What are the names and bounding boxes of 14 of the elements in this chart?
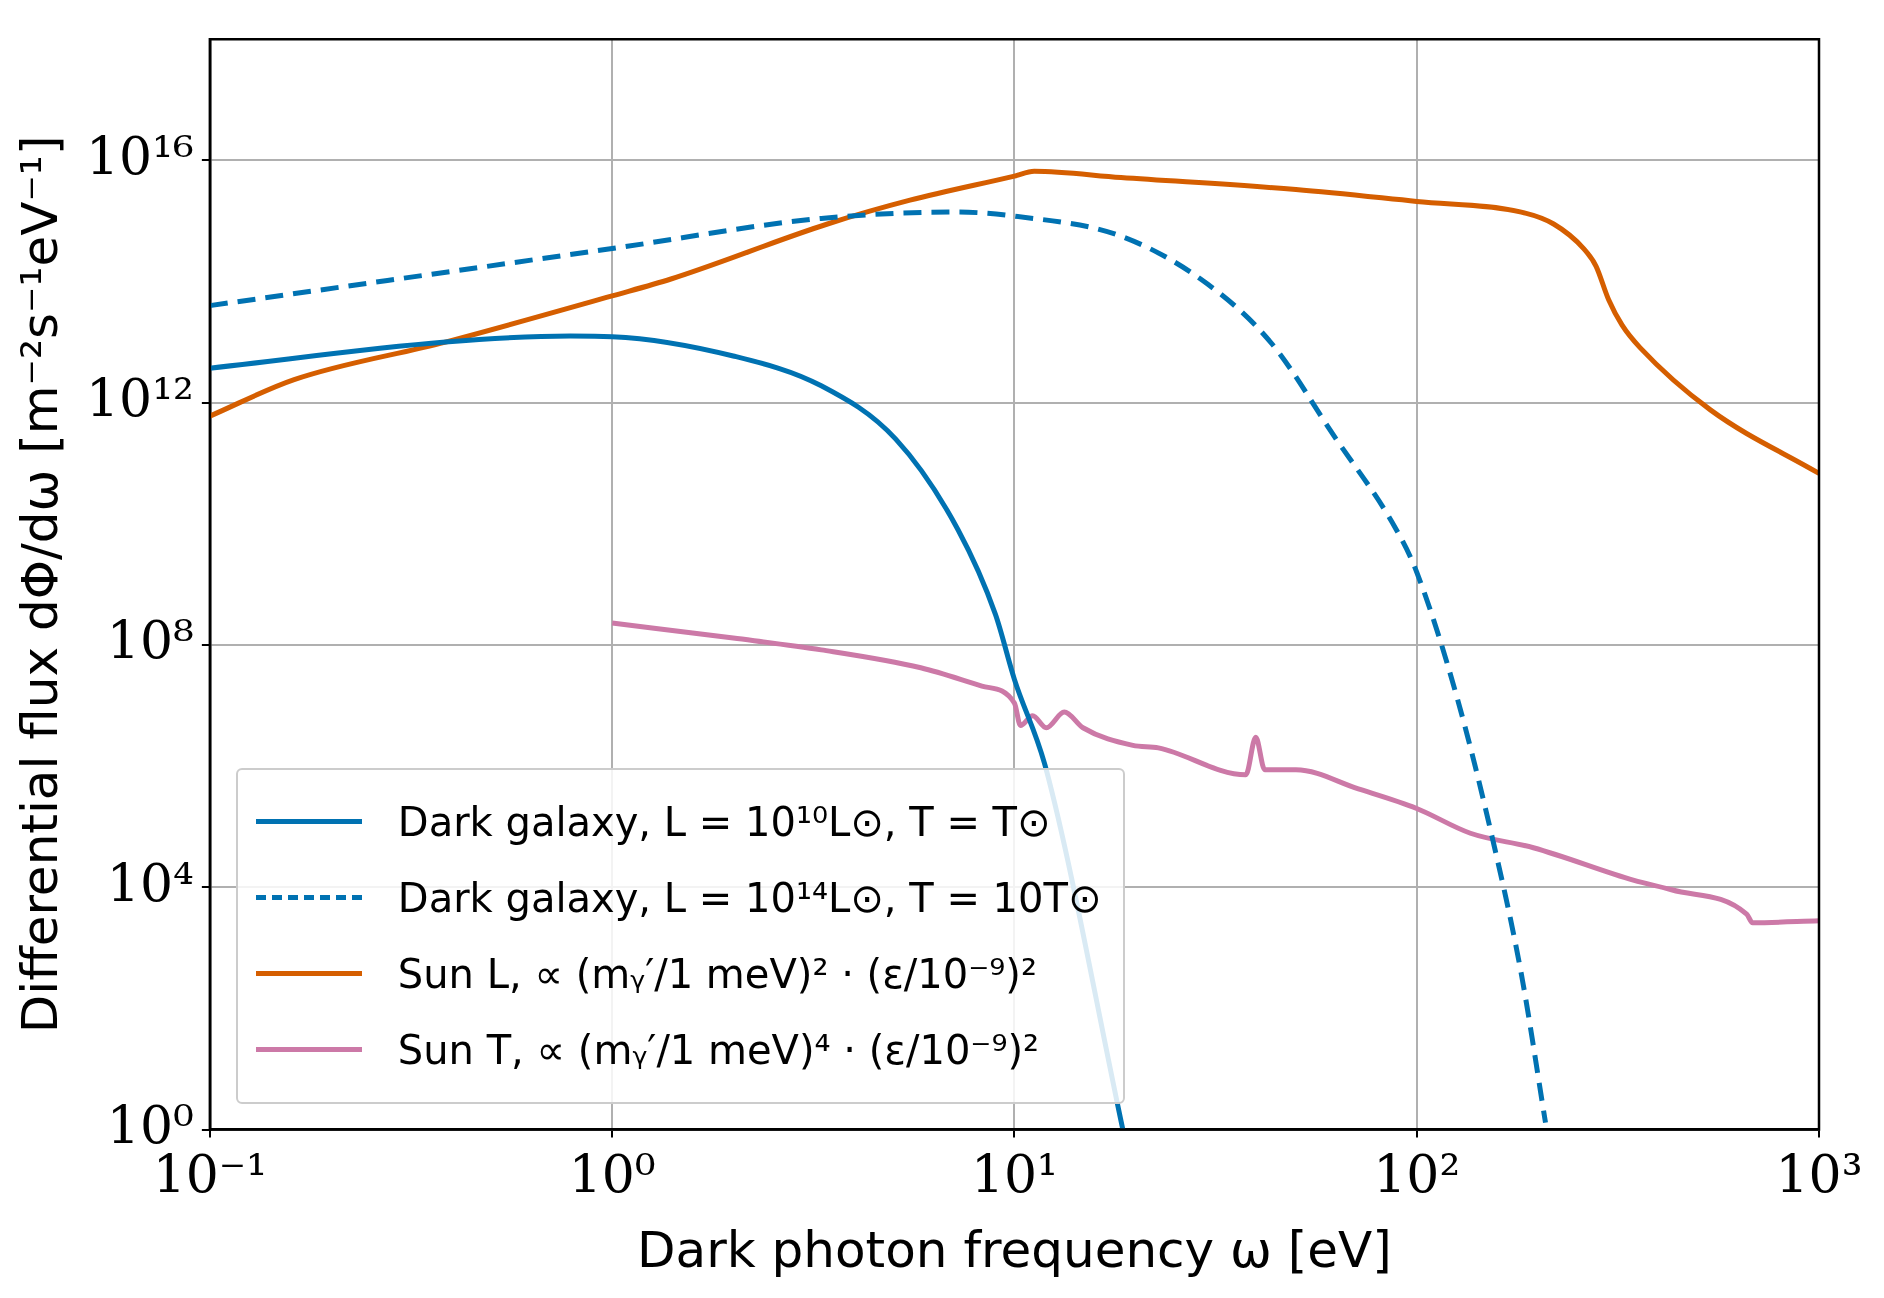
legend-label: Sun L, ∝ (mᵧ′/1 meV)² · (ε/10⁻⁹)² <box>397 950 1037 997</box>
x-tick-label: 10² <box>1373 1144 1461 1205</box>
y-axis-title: Differential flux dΦ/dω [m⁻²s⁻¹eV⁻¹] <box>10 135 69 1034</box>
legend-label: Dark galaxy, L = 10¹⁰L⊙, T = T⊙ <box>397 798 1051 845</box>
x-axis-title: Dark photon frequency ω [eV] <box>637 1220 1392 1279</box>
y-tick-label: 10⁸ <box>106 610 194 671</box>
y-tick-label: 10¹² <box>86 368 194 429</box>
y-tick-label: 10¹⁶ <box>86 125 194 186</box>
x-tick-label: 10³ <box>1775 1144 1863 1205</box>
x-tick-label: 10⁰ <box>568 1144 656 1205</box>
legend-label: Sun T, ∝ (mᵧ′/1 meV)⁴ · (ε/10⁻⁹)² <box>397 1026 1040 1073</box>
y-tick-label: 10⁴ <box>106 852 194 913</box>
legend-label: Dark galaxy, L = 10¹⁴L⊙, T = 10T⊙ <box>397 874 1102 921</box>
x-tick-label: 10¹ <box>970 1144 1058 1205</box>
